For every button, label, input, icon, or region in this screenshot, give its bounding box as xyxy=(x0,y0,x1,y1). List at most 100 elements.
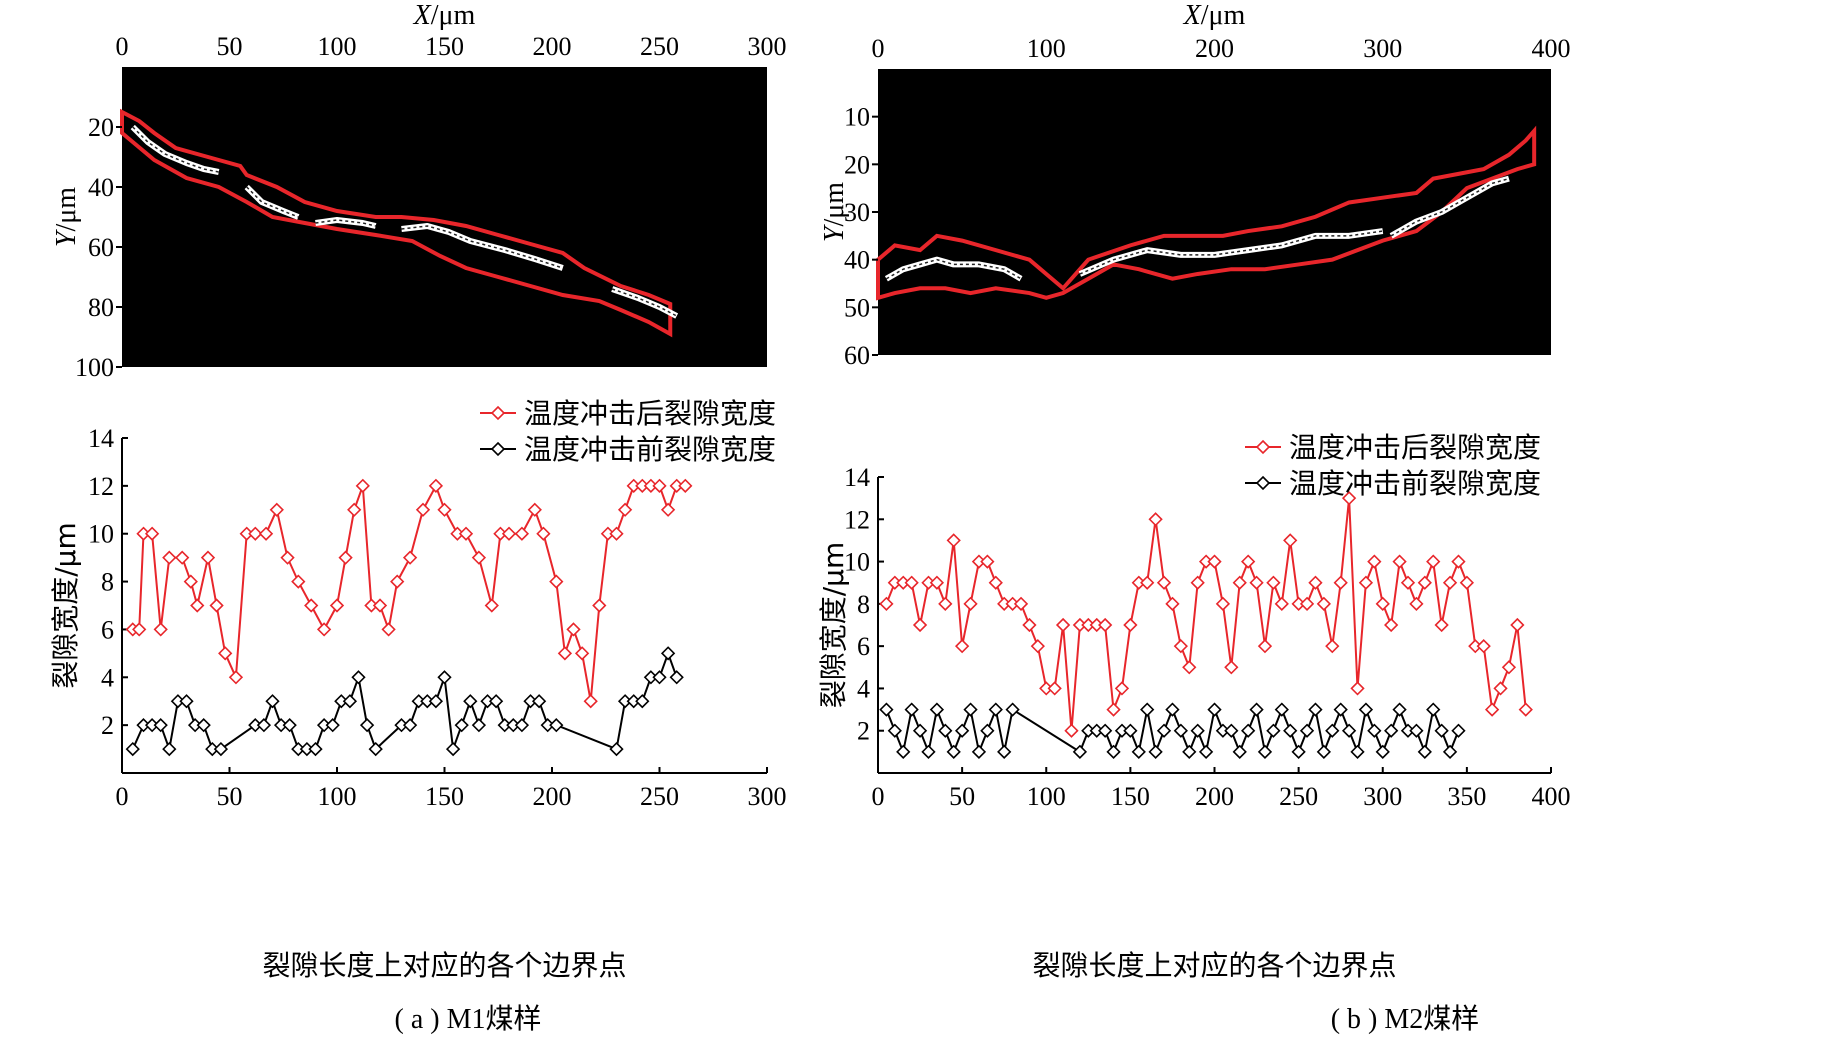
x-tick-label: 200 xyxy=(533,32,572,61)
y-tick-label: 8 xyxy=(857,590,870,619)
data-point-marker xyxy=(904,575,919,590)
data-point-marker xyxy=(213,741,229,757)
x-tick-label: 250 xyxy=(640,782,679,811)
data-point-marker xyxy=(1207,554,1222,569)
legend-marker xyxy=(1255,475,1271,491)
y-tick-label: 6 xyxy=(101,615,114,644)
data-point-marker xyxy=(954,639,970,654)
data-point-marker xyxy=(678,478,693,493)
data-point-marker xyxy=(1501,660,1517,675)
crack-before-segment-outline xyxy=(315,219,376,227)
x-tick-label: 300 xyxy=(748,32,787,61)
data-point-marker xyxy=(1241,723,1256,738)
data-point-marker xyxy=(1333,702,1348,717)
data-point-marker xyxy=(514,526,530,541)
legend-label: 温度冲击前裂隙宽度 xyxy=(1289,467,1541,500)
legend-marker xyxy=(490,441,506,457)
data-point-marker xyxy=(988,702,1003,717)
data-point-marker xyxy=(1409,596,1424,611)
y-tick-label: 14 xyxy=(88,424,114,453)
data-point-marker xyxy=(531,694,547,709)
data-point-marker xyxy=(1182,660,1197,675)
data-point-marker xyxy=(501,526,517,541)
y-tick-label: 12 xyxy=(844,505,870,534)
data-point-marker xyxy=(1190,723,1205,738)
data-point-marker xyxy=(1400,575,1416,590)
data-point-marker xyxy=(929,575,945,590)
y-tick-label: 60 xyxy=(88,233,114,262)
x-tick-label: 100 xyxy=(318,32,357,61)
y-tick-label: 40 xyxy=(844,246,870,275)
crack-before-segment-outline xyxy=(132,126,219,173)
data-point-marker xyxy=(1341,723,1357,738)
data-point-marker xyxy=(1417,744,1432,759)
data-point-marker xyxy=(1308,702,1323,717)
crack-before-segment-outline xyxy=(1079,230,1383,275)
crack-before-segment xyxy=(884,256,1023,282)
y-tick-label: 10 xyxy=(88,520,114,549)
data-point-marker xyxy=(1367,554,1382,569)
data-point-marker xyxy=(879,702,894,717)
data-point-marker xyxy=(1409,723,1424,738)
y-tick-label: 40 xyxy=(88,173,114,202)
legend-marker xyxy=(490,405,506,421)
data-point-marker xyxy=(1165,702,1180,717)
data-point-marker xyxy=(1367,723,1382,738)
data-point-marker xyxy=(402,718,418,733)
data-point-marker xyxy=(351,670,366,685)
data-point-marker xyxy=(437,670,452,685)
data-point-marker xyxy=(1173,639,1188,654)
data-point-marker xyxy=(1325,723,1340,738)
data-point-marker xyxy=(1224,660,1239,675)
data-point-marker xyxy=(258,526,274,541)
y-tick-label: 10 xyxy=(844,103,870,132)
legend-marker xyxy=(1255,439,1271,455)
y-tick-label: 80 xyxy=(88,293,114,322)
data-point-marker xyxy=(1283,533,1298,548)
data-point-marker xyxy=(144,526,160,541)
crack-before-segment-outline xyxy=(401,225,563,269)
data-point-marker xyxy=(1022,617,1037,633)
x-axis-title: 裂隙长度上对应的各个边界点 xyxy=(1032,949,1396,982)
x-axis-title-unit: /μm xyxy=(1201,0,1246,31)
data-point-marker xyxy=(179,694,194,709)
x-tick-label: 0 xyxy=(116,782,129,811)
data-point-marker xyxy=(1510,617,1525,633)
data-point-marker xyxy=(1442,575,1458,590)
x-tick-label: 150 xyxy=(1111,782,1150,811)
data-point-marker xyxy=(265,694,280,709)
data-point-marker xyxy=(458,526,474,541)
data-point-marker xyxy=(1426,702,1441,717)
data-point-marker xyxy=(415,502,431,517)
data-point-marker xyxy=(355,478,370,493)
data-point-marker xyxy=(904,702,919,717)
y-tick-label: 14 xyxy=(844,463,870,492)
data-point-marker xyxy=(921,744,936,759)
data-point-marker xyxy=(445,741,461,757)
x-tick-label: 150 xyxy=(425,32,464,61)
data-point-marker xyxy=(1131,744,1146,759)
data-point-marker xyxy=(946,744,961,759)
data-point-marker xyxy=(1148,744,1163,759)
x-tick-label: 300 xyxy=(1363,782,1402,811)
data-point-marker xyxy=(1232,575,1247,590)
data-point-marker xyxy=(660,646,676,661)
crack-outline-after xyxy=(120,108,673,338)
x-axis-title: X/μm xyxy=(413,0,476,31)
data-point-marker xyxy=(1350,681,1365,696)
data-point-marker xyxy=(342,694,358,709)
data-point-marker xyxy=(1392,702,1407,717)
data-point-marker xyxy=(1257,744,1273,759)
x-tick-label: 0 xyxy=(872,34,885,63)
crack-outline-after xyxy=(876,125,1537,301)
data-point-marker xyxy=(1123,723,1138,738)
data-point-marker xyxy=(329,598,345,613)
data-point-marker xyxy=(381,622,396,637)
data-point-marker xyxy=(1266,723,1281,738)
x-tick-label: 50 xyxy=(949,782,975,811)
data-point-marker xyxy=(583,694,598,709)
data-point-marker xyxy=(1055,617,1071,633)
x-tick-label: 0 xyxy=(116,32,129,61)
data-point-marker xyxy=(280,550,295,565)
panel-a-width-chart: 0 50 100 150 200 250 300 2 4 6 8 10 12 14 裂隙长度上对应的各个边界… xyxy=(49,397,787,982)
